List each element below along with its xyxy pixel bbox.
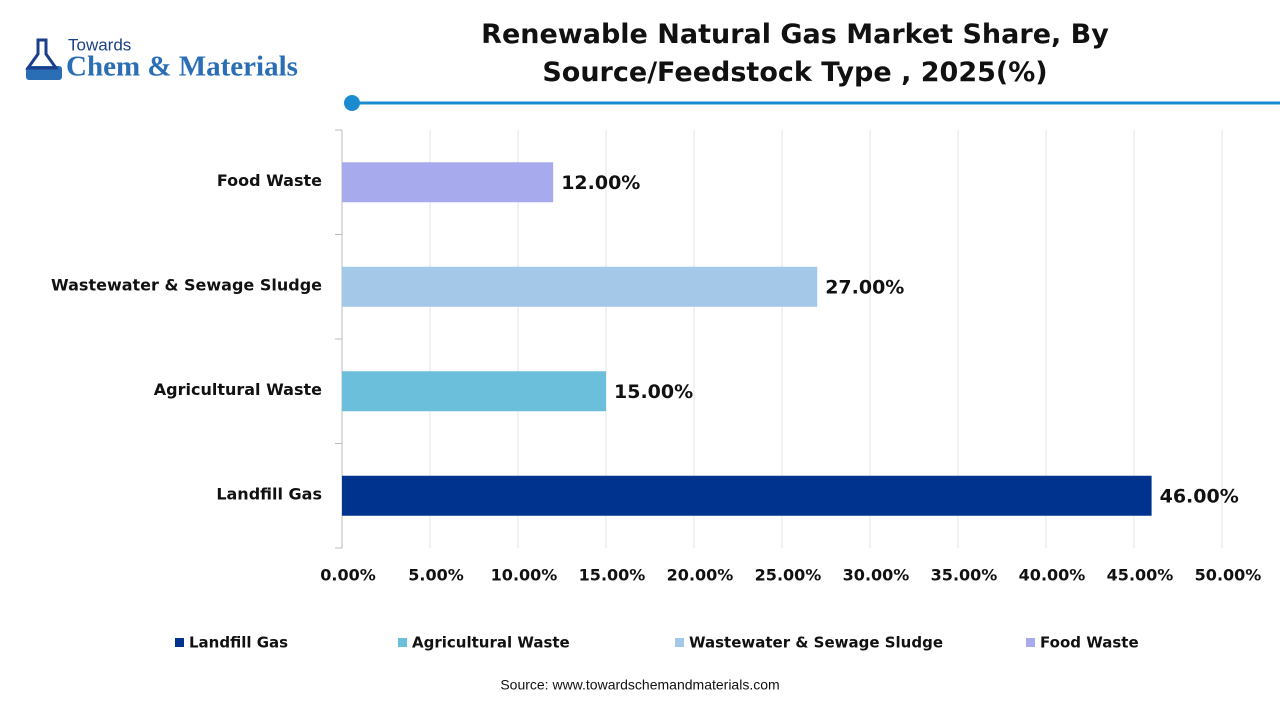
logo: Towards Chem & Materials xyxy=(25,35,298,83)
data-label: 46.00% xyxy=(1160,485,1239,507)
data-label: 15.00% xyxy=(614,381,693,403)
bar xyxy=(342,371,606,412)
legend-swatch xyxy=(398,638,407,647)
x-tick-label: 25.00% xyxy=(755,566,822,585)
y-tick-label: Agricultural Waste xyxy=(154,380,322,399)
logo-icon xyxy=(25,38,59,70)
x-tick-label: 45.00% xyxy=(1107,566,1174,585)
header-dot xyxy=(344,95,360,111)
x-tick-label: 35.00% xyxy=(931,566,998,585)
legend-label: Wastewater & Sewage Sludge xyxy=(689,634,943,652)
legend-label: Food Waste xyxy=(1040,634,1139,652)
bar xyxy=(342,475,1152,516)
x-tick-label: 5.00% xyxy=(408,566,464,585)
legend-label: Agricultural Waste xyxy=(412,634,570,652)
data-label: 12.00% xyxy=(561,172,640,194)
x-tick-label: 0.00% xyxy=(320,566,376,585)
bar xyxy=(342,162,554,203)
x-tick-label: 50.00% xyxy=(1195,566,1262,585)
y-tick-label: Wastewater & Sewage Sludge xyxy=(51,275,322,294)
source: Source: www.towardschemandmaterials.com xyxy=(500,677,779,693)
legend-swatch xyxy=(175,638,184,647)
y-tick-label: Landfill Gas xyxy=(216,484,322,503)
chart-title: Renewable Natural Gas Market Share, By S… xyxy=(481,19,1109,88)
x-tick-label: 40.00% xyxy=(1019,566,1086,585)
x-tick-label: 15.00% xyxy=(579,566,646,585)
legend-label: Landfill Gas xyxy=(189,634,288,652)
logo-text: Towards xyxy=(68,35,131,54)
logo-text: Chem & Materials xyxy=(66,51,298,83)
bar xyxy=(342,266,818,307)
x-tick-label: 20.00% xyxy=(667,566,734,585)
legend-swatch xyxy=(675,638,684,647)
x-tick-label: 10.00% xyxy=(491,566,558,585)
y-tick-label: Food Waste xyxy=(217,171,322,190)
data-label: 27.00% xyxy=(825,276,904,298)
x-tick-label: 30.00% xyxy=(843,566,910,585)
legend-swatch xyxy=(1026,638,1035,647)
